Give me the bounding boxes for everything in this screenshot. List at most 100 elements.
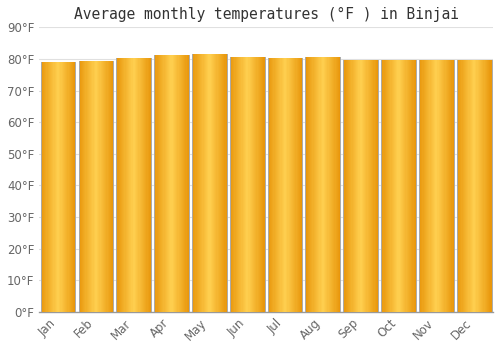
Bar <box>256 57 258 312</box>
Bar <box>426 61 427 312</box>
Bar <box>470 60 472 312</box>
Bar <box>220 54 221 312</box>
Bar <box>46 62 48 312</box>
Bar <box>356 60 357 312</box>
Bar <box>258 57 259 312</box>
Bar <box>372 60 374 312</box>
Bar <box>214 54 215 312</box>
Bar <box>261 57 262 312</box>
Bar <box>355 60 356 312</box>
Bar <box>159 55 160 312</box>
Bar <box>277 58 278 312</box>
Bar <box>60 62 62 312</box>
Bar <box>347 60 348 312</box>
Bar <box>284 58 285 312</box>
Bar <box>438 61 440 312</box>
Bar <box>460 60 462 312</box>
Bar <box>320 57 322 312</box>
Bar <box>346 60 347 312</box>
Bar <box>336 57 337 312</box>
Bar <box>129 58 130 312</box>
Bar <box>56 62 57 312</box>
Bar <box>308 57 309 312</box>
Bar <box>239 57 240 312</box>
Bar <box>312 57 314 312</box>
Bar <box>432 61 433 312</box>
Bar <box>70 62 71 312</box>
Bar <box>245 57 246 312</box>
Bar <box>112 62 114 312</box>
Bar <box>348 60 349 312</box>
Bar <box>406 61 408 312</box>
Bar <box>213 54 214 312</box>
Bar <box>466 60 467 312</box>
Bar <box>452 61 454 312</box>
Bar <box>180 55 181 312</box>
Bar <box>434 61 435 312</box>
Bar <box>370 60 371 312</box>
Bar <box>240 57 242 312</box>
Bar <box>116 58 117 312</box>
Bar <box>66 62 68 312</box>
Bar <box>352 60 354 312</box>
Bar <box>401 61 402 312</box>
Bar <box>126 58 127 312</box>
Bar <box>419 61 420 312</box>
Bar <box>285 58 286 312</box>
Bar <box>184 55 186 312</box>
Bar <box>279 58 280 312</box>
Bar <box>206 54 207 312</box>
Bar <box>428 61 430 312</box>
Bar <box>424 61 426 312</box>
Bar <box>250 57 252 312</box>
Bar <box>120 58 121 312</box>
Title: Average monthly temperatures (°F ) in Binjai: Average monthly temperatures (°F ) in Bi… <box>74 7 458 22</box>
Bar <box>442 61 444 312</box>
Bar <box>222 54 224 312</box>
Bar <box>458 60 459 312</box>
Bar <box>449 61 450 312</box>
Bar <box>441 61 442 312</box>
Bar <box>440 61 441 312</box>
Bar <box>72 62 73 312</box>
Bar <box>339 57 340 312</box>
Bar <box>134 58 135 312</box>
Bar <box>298 58 299 312</box>
Bar <box>286 58 288 312</box>
Bar <box>89 62 90 312</box>
Bar <box>146 58 148 312</box>
Bar <box>252 57 253 312</box>
Bar <box>299 58 300 312</box>
Bar <box>42 62 43 312</box>
Bar <box>49 62 50 312</box>
Bar <box>357 60 358 312</box>
Bar <box>242 57 244 312</box>
Bar <box>193 54 194 312</box>
Bar <box>246 57 247 312</box>
Bar <box>158 55 159 312</box>
Bar <box>400 61 401 312</box>
Bar <box>487 60 488 312</box>
Bar <box>68 62 70 312</box>
Bar <box>237 57 238 312</box>
Bar <box>96 62 97 312</box>
Bar <box>80 62 81 312</box>
Bar <box>82 62 83 312</box>
Bar <box>244 57 245 312</box>
Bar <box>221 54 222 312</box>
Bar <box>323 57 324 312</box>
Bar <box>272 58 274 312</box>
Bar <box>182 55 183 312</box>
Bar <box>138 58 140 312</box>
Bar <box>176 55 178 312</box>
Bar <box>140 58 142 312</box>
Bar <box>282 58 284 312</box>
Bar <box>381 61 382 312</box>
Bar <box>482 60 484 312</box>
Bar <box>489 60 490 312</box>
Bar <box>230 57 231 312</box>
Bar <box>268 58 269 312</box>
Bar <box>384 61 386 312</box>
Bar <box>360 60 362 312</box>
Bar <box>398 61 400 312</box>
